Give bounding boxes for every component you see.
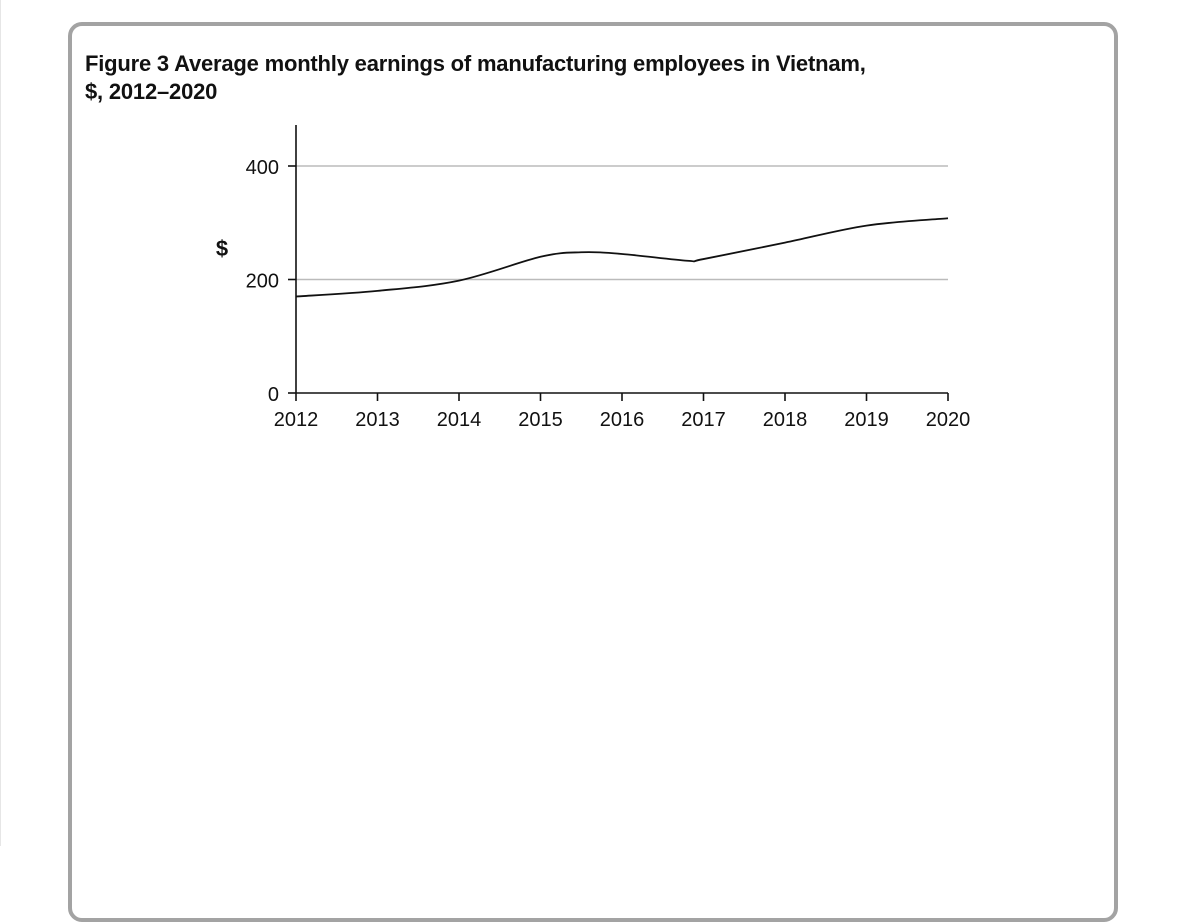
chart-title: Figure 3 Average monthly earnings of man…	[85, 50, 985, 106]
x-tick-label-2013: 2013	[355, 409, 400, 431]
chart-title-line-1: Figure 3 Average monthly earnings of man…	[85, 51, 866, 76]
x-tick-label-2019: 2019	[844, 409, 889, 431]
gridlines	[296, 165, 948, 281]
y-axis: 0 200 400	[246, 125, 297, 406]
x-axis: 2012 2013 2014 2015 2016 2017 2018 2019 2020	[274, 392, 971, 431]
x-tick-label-2012: 2012	[274, 409, 319, 431]
figure-frame	[68, 22, 1118, 922]
x-tick-label-2015: 2015	[518, 409, 563, 431]
chart-title-line-2: $, 2012–2020	[85, 79, 218, 104]
page-edge	[0, 0, 1, 846]
x-tick-label-2020: 2020	[926, 409, 971, 431]
y-tick-label-0: 0	[268, 384, 279, 406]
x-tick-label-2014: 2014	[437, 409, 482, 431]
series	[295, 217, 949, 298]
y-axis-label: $	[216, 236, 228, 261]
line-chart: 0 200 400 2012 2013 2014 2015 2016 2017 2018 2019…	[216, 125, 971, 431]
series-line-0	[295, 217, 949, 298]
y-tick-label-200: 200	[246, 271, 279, 293]
x-tick-label-2018: 2018	[763, 409, 808, 431]
x-tick-label-2017: 2017	[681, 409, 726, 431]
x-tick-label-2016: 2016	[600, 409, 645, 431]
y-tick-label-400: 400	[246, 157, 279, 179]
